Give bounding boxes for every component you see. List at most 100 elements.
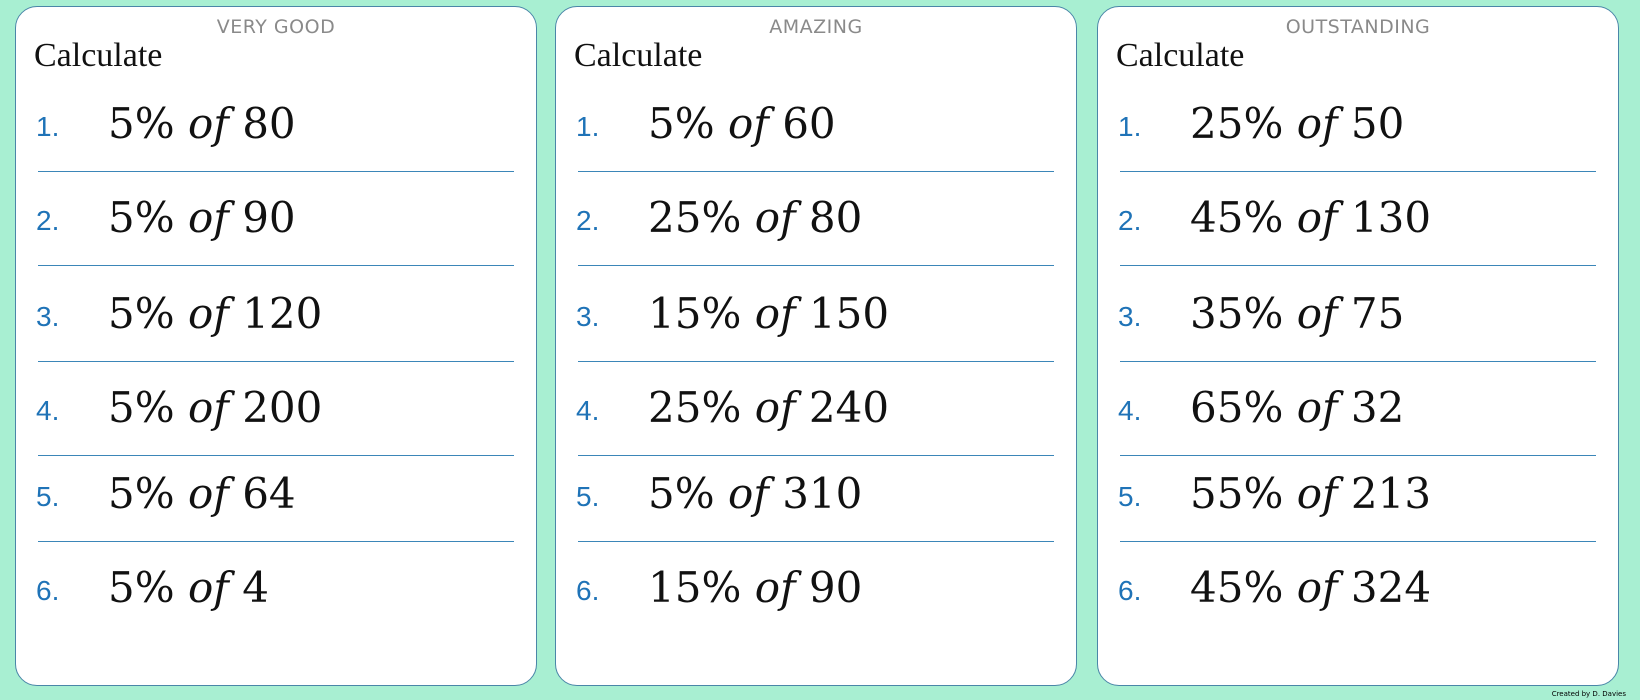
question-row: 1. 25% of 50 xyxy=(1098,99,1618,149)
of-word: of xyxy=(1296,193,1338,242)
divider-line xyxy=(578,361,1054,362)
divider-line xyxy=(38,455,514,456)
percentage: 5% xyxy=(108,383,175,432)
question-row: 3. 5% of 120 xyxy=(16,289,536,339)
question-number: 2. xyxy=(1118,205,1142,236)
divider-line xyxy=(578,265,1054,266)
card-very-good: VERY GOOD Calculate 1. 5% of 80 2. 5% of 90… xyxy=(15,6,537,686)
quantity: 240 xyxy=(808,383,890,432)
of-word: of xyxy=(754,383,796,432)
quantity: 310 xyxy=(782,469,863,518)
question-number: 1. xyxy=(36,111,60,142)
of-word: of xyxy=(754,193,796,242)
question-row: 5. 5% of 64 xyxy=(16,469,536,519)
quantity: 213 xyxy=(1350,469,1432,518)
card-heading: VERY GOOD xyxy=(216,16,336,38)
percentage: 5% xyxy=(108,469,175,518)
divider-line xyxy=(578,541,1054,542)
card-instruction: Calculate xyxy=(34,37,163,74)
question-expression: 5% of 90 xyxy=(108,193,296,242)
question-expression: 55% of 213 xyxy=(1190,469,1431,518)
percentage: 5% xyxy=(108,289,175,338)
question-row: 4. 65% of 32 xyxy=(1098,383,1618,433)
card-instruction: Calculate xyxy=(574,37,703,74)
card-heading: AMAZING xyxy=(769,16,863,38)
quantity: 150 xyxy=(808,289,890,338)
percentage: 5% xyxy=(108,563,175,612)
of-word: of xyxy=(188,563,229,612)
credit-text: Created by D. Davies xyxy=(1551,690,1626,698)
question-expression: 45% of 324 xyxy=(1190,563,1431,612)
card-amazing: AMAZING Calculate 1. 5% of 60 2. 25% of 80 3… xyxy=(555,6,1077,686)
question-expression: 5% of 120 xyxy=(108,289,322,338)
quantity: 324 xyxy=(1350,563,1432,612)
question-number: 6. xyxy=(576,575,600,606)
percentage: 45% xyxy=(1190,193,1284,242)
percentage: 15% xyxy=(648,289,742,338)
quantity: 80 xyxy=(808,193,863,242)
card-heading: OUTSTANDING xyxy=(1285,16,1431,38)
question-expression: 5% of 4 xyxy=(108,563,269,612)
card-outstanding: OUTSTANDING Calculate 1. 25% of 50 2. 45% o… xyxy=(1097,6,1619,686)
quantity: 120 xyxy=(242,289,323,338)
question-expression: 5% of 64 xyxy=(108,469,296,518)
question-number: 5. xyxy=(576,481,600,512)
divider-line xyxy=(1120,455,1596,456)
divider-line xyxy=(1120,171,1596,172)
of-word: of xyxy=(188,383,229,432)
question-row: 5. 55% of 213 xyxy=(1098,469,1618,519)
question-row: 2. 25% of 80 xyxy=(556,193,1076,243)
quantity: 50 xyxy=(1350,99,1405,148)
question-row: 6. 45% of 324 xyxy=(1098,563,1618,613)
question-expression: 5% of 80 xyxy=(108,99,296,148)
of-word: of xyxy=(728,469,769,518)
quantity: 60 xyxy=(782,99,836,148)
percentage: 45% xyxy=(1190,563,1284,612)
question-row: 6. 15% of 90 xyxy=(556,563,1076,613)
of-word: of xyxy=(1296,563,1338,612)
question-row: 4. 25% of 240 xyxy=(556,383,1076,433)
question-expression: 35% of 75 xyxy=(1190,289,1404,338)
of-word: of xyxy=(754,563,796,612)
quantity: 64 xyxy=(242,469,296,518)
question-expression: 15% of 90 xyxy=(648,563,862,612)
quantity: 90 xyxy=(242,193,296,242)
question-row: 6. 5% of 4 xyxy=(16,563,536,613)
of-word: of xyxy=(188,469,229,518)
question-number: 3. xyxy=(36,301,60,332)
question-expression: 25% of 240 xyxy=(648,383,889,432)
percentage: 5% xyxy=(648,99,715,148)
question-row: 4. 5% of 200 xyxy=(16,383,536,433)
percentage: 25% xyxy=(648,193,742,242)
question-number: 3. xyxy=(1118,301,1142,332)
divider-line xyxy=(38,361,514,362)
question-row: 5. 5% of 310 xyxy=(556,469,1076,519)
question-number: 5. xyxy=(36,481,60,512)
question-number: 5. xyxy=(1118,481,1142,512)
of-word: of xyxy=(188,193,229,242)
percentage: 65% xyxy=(1190,383,1284,432)
percentage: 25% xyxy=(1190,99,1284,148)
question-expression: 5% of 200 xyxy=(108,383,322,432)
question-row: 1. 5% of 60 xyxy=(556,99,1076,149)
percentage: 25% xyxy=(648,383,742,432)
question-expression: 25% of 50 xyxy=(1190,99,1404,148)
percentage: 55% xyxy=(1190,469,1284,518)
question-expression: 5% of 310 xyxy=(648,469,862,518)
divider-line xyxy=(38,541,514,542)
question-row: 3. 35% of 75 xyxy=(1098,289,1618,339)
question-number: 4. xyxy=(36,395,60,426)
card-instruction: Calculate xyxy=(1116,37,1245,74)
question-number: 1. xyxy=(1118,111,1142,142)
of-word: of xyxy=(1296,99,1338,148)
question-number: 2. xyxy=(576,205,600,236)
divider-line xyxy=(1120,265,1596,266)
question-number: 1. xyxy=(576,111,600,142)
question-expression: 25% of 80 xyxy=(648,193,862,242)
question-number: 4. xyxy=(576,395,600,426)
quantity: 90 xyxy=(808,563,863,612)
divider-line xyxy=(1120,361,1596,362)
divider-line xyxy=(578,455,1054,456)
of-word: of xyxy=(188,289,229,338)
quantity: 4 xyxy=(242,563,269,612)
